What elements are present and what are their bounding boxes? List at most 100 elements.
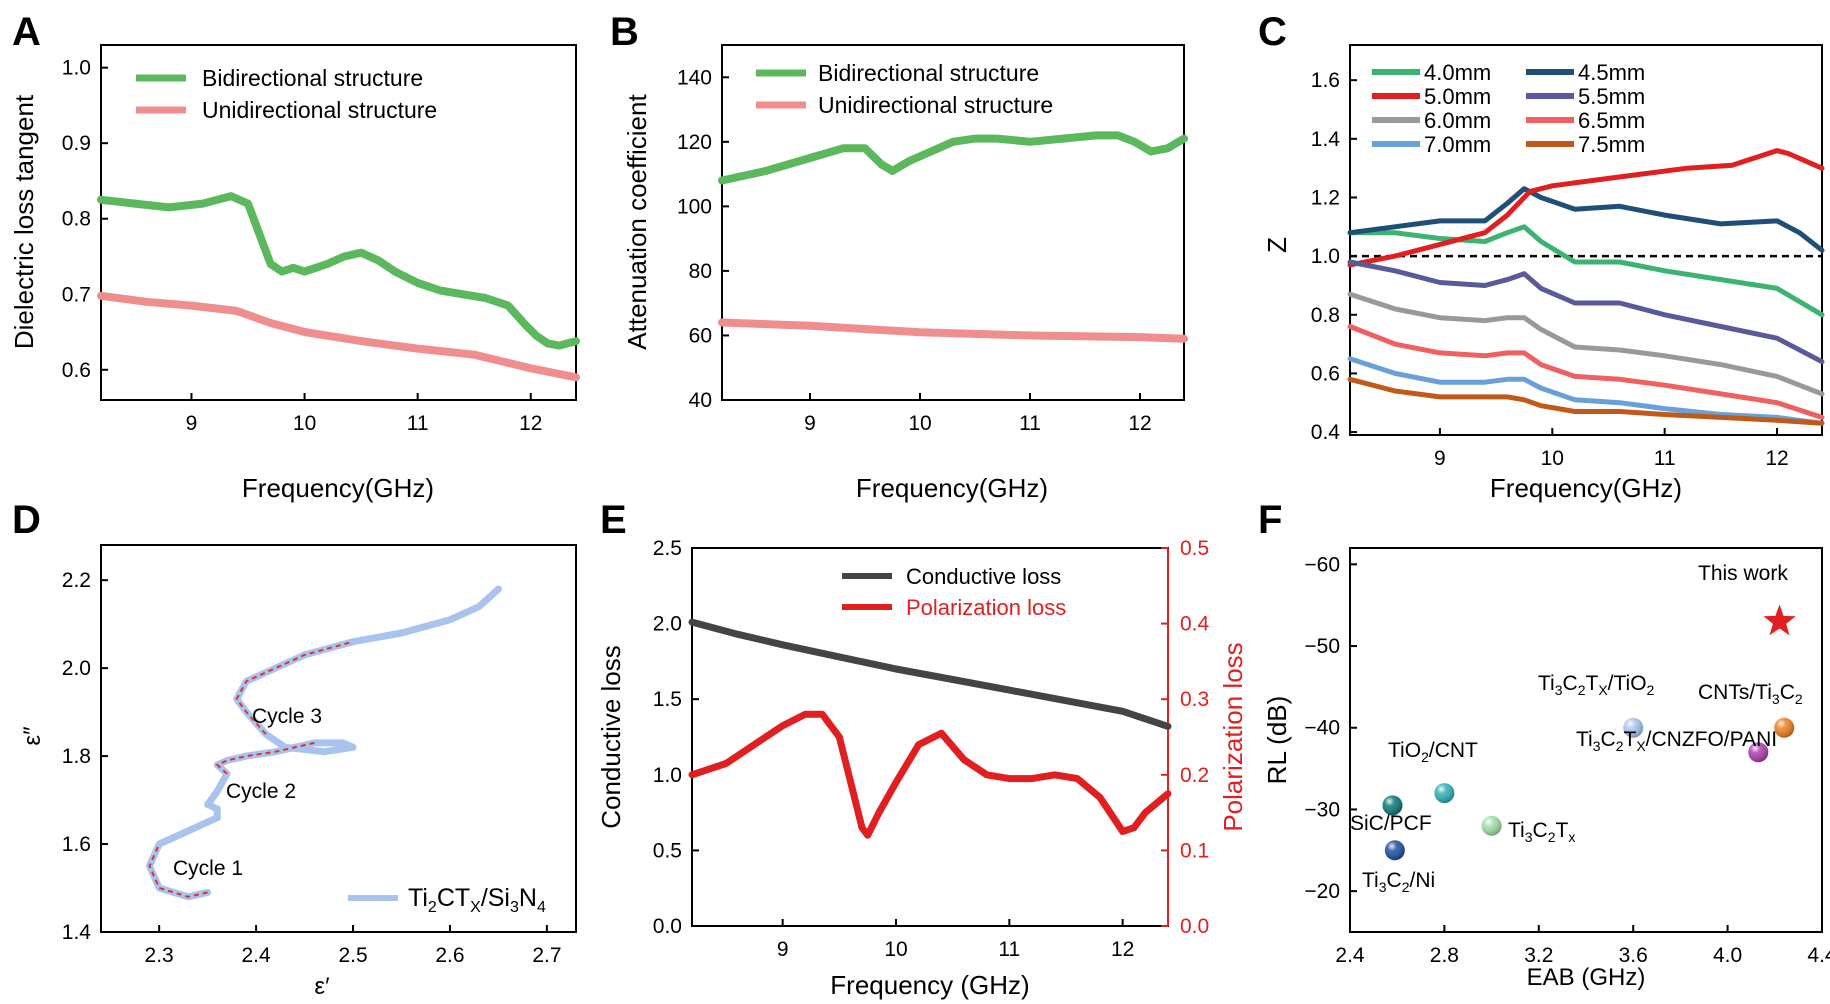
y-tick-label-a-4: 1.0 — [62, 57, 91, 80]
plot-frame-d — [100, 544, 577, 933]
legend-label-7-5mm: 7.5mm — [1578, 132, 1645, 157]
series-line-a-unidirectional-structure — [97, 291, 580, 382]
x-axis-label-d: ε′ — [314, 973, 330, 1000]
x-tick-label-e-0: 9 — [777, 938, 789, 961]
cycle-3-label: Cycle 3 — [252, 705, 322, 728]
point-label-ti3c2-ni: Ti3C2/Ni — [1362, 869, 1435, 895]
series-line-e-conductive-loss — [688, 618, 1172, 730]
panel-f: 2.4 2.8 3.2 3.6 4.0 4.4 −60 −50 −40 −30 −20 EAB (G… — [1262, 547, 1830, 991]
plot-frame-b — [721, 44, 1185, 401]
legend-ti2ctx-sub-3: 3 — [510, 899, 519, 916]
y-tick-label-c-2: 0.8 — [1311, 304, 1340, 327]
y-tick-label-b-3: 100 — [677, 195, 712, 218]
lbl-f2: 3 — [1379, 879, 1387, 895]
x-axis-label-a: Frequency(GHz) — [242, 473, 434, 503]
legend-ti2ctx-part-c: /Si — [481, 884, 510, 912]
legend-ti2ctx-part-a: Ti — [408, 884, 428, 912]
lbl-c4: 2 — [1616, 738, 1624, 754]
marks-f: 2.4 2.8 3.2 3.6 4.0 4.4 −60 −50 −40 −30 −20 — [1304, 553, 1830, 967]
lbl-a2: 3 — [1555, 682, 1563, 698]
x-tick-label-d-3: 2.6 — [435, 944, 464, 967]
x-tick-label-a-2: 11 — [407, 412, 429, 435]
x-tick-label-d-4: 2.7 — [532, 944, 561, 967]
x-tick-label-d-2: 2.5 — [338, 944, 367, 967]
x-tick-label-a-1: 10 — [293, 412, 316, 435]
y2-tick-label-e-4: 0.4 — [1180, 613, 1210, 636]
marker-star-this-work — [1763, 604, 1796, 636]
panel-letter-f: F — [1258, 498, 1282, 542]
lbl-d2: 2 — [1421, 749, 1429, 765]
series-line-e-polarization-loss — [688, 710, 1172, 839]
marks-c: 9 10 11 12 0.4 0.6 0.8 1.0 1.2 1.4 1.6 — [1311, 69, 1825, 470]
y-tick-label-a-2: 0.8 — [62, 208, 91, 231]
y-tick-label-c-1: 0.6 — [1311, 362, 1340, 385]
series-line-a-bidirectional-structure — [97, 192, 580, 350]
marks-b: 9 10 11 12 40 60 80 100 120 140 — [677, 66, 1188, 435]
lbl-e3: C — [1533, 819, 1548, 842]
x-tick-label-f-3: 3.6 — [1619, 944, 1648, 967]
panel-d: 2.3 2.4 2.5 2.6 2.7 1.4 1.6 1.8 2.0 2.2 ε′ ε″ Cyc… — [19, 544, 577, 1000]
y-tick-label-c-5: 1.4 — [1311, 128, 1341, 151]
x-tick-label-a-0: 9 — [186, 412, 198, 435]
x-tick-label-b-1: 10 — [908, 412, 931, 435]
x-axis-label-c: Frequency(GHz) — [1490, 473, 1682, 503]
legend-label-polarization: Polarization loss — [906, 595, 1066, 620]
legend-ti2ctx-part-b: CT — [437, 884, 470, 912]
x-tick-label-f-2: 3.2 — [1524, 944, 1553, 967]
plot-frame-c — [1349, 44, 1823, 436]
y-tick-label-f-1: −50 — [1304, 635, 1340, 658]
lbl-a1: Ti — [1538, 672, 1555, 695]
panel-letter-e: E — [600, 498, 627, 542]
y-tick-label-a-0: 0.6 — [62, 359, 91, 382]
y-tick-label-d-3: 2.0 — [62, 657, 91, 680]
series-line-b-unidirectional-structure — [718, 318, 1188, 343]
lbl-c1: Ti — [1576, 728, 1593, 751]
point-label-this-work: This work — [1698, 562, 1788, 585]
marker-sphere-shade-sic-pcf — [1382, 795, 1403, 816]
y-tick-label-a-3: 0.9 — [62, 132, 91, 155]
y-tick-label-d-1: 1.6 — [62, 833, 91, 856]
legend-label-unidirectional-a: Unidirectional structure — [202, 97, 437, 123]
lbl-e5: T — [1555, 819, 1568, 842]
x-axis-label-e: Frequency (GHz) — [830, 970, 1029, 1000]
point-label-sic-pcf: SiC/PCF — [1350, 812, 1432, 835]
x-tick-label-f-1: 2.8 — [1430, 944, 1459, 967]
panel-a: 9 10 11 12 0.6 0.7 0.8 0.9 1.0 Frequency(GHz) Di… — [9, 44, 580, 503]
y-tick-label-d-2: 1.8 — [62, 745, 91, 768]
y-tick-label-b-2: 80 — [689, 260, 712, 283]
lbl-f1: Ti — [1362, 869, 1379, 892]
y-axis-label-c: Z — [1262, 237, 1292, 253]
lbl-a8: 2 — [1647, 682, 1655, 698]
lbl-c3: C — [1601, 728, 1616, 751]
series-line-c-4-5mm — [1347, 186, 1825, 253]
series-line-c-5-0mm — [1347, 148, 1825, 268]
y-tick-label-b-1: 60 — [689, 324, 712, 347]
lbl-a7: /TiO — [1608, 672, 1647, 695]
legend-ti2ctx-sub-2: X — [470, 899, 481, 916]
lbl-c2: 3 — [1593, 738, 1601, 754]
lbl-a3: C — [1563, 672, 1578, 695]
series-line-c-6-0mm — [1347, 291, 1825, 397]
lbl-e6: x — [1568, 829, 1575, 845]
lbl-a5: T — [1585, 672, 1598, 695]
x-axis-label-b: Frequency(GHz) — [856, 473, 1048, 503]
semicircle-fit-1 — [148, 843, 208, 898]
y-tick-label-b-5: 140 — [677, 66, 712, 89]
x-tick-label-e-3: 12 — [1111, 938, 1134, 961]
series-line-c-7-0mm — [1347, 356, 1825, 426]
marker-sphere-shade-ti3c2-ni — [1384, 840, 1405, 861]
y2-tick-label-e-0: 0.0 — [1180, 915, 1209, 938]
y-axis-label-f: RL (dB) — [1262, 696, 1292, 785]
y-tick-label-b-4: 120 — [677, 131, 712, 154]
panel-letter-a: A — [12, 10, 41, 54]
lbl-e4: 2 — [1548, 829, 1556, 845]
y-tick-label-c-6: 1.6 — [1311, 69, 1340, 92]
lbl-c7: /CNZFO/PANI — [1646, 728, 1777, 751]
panel-letter-b: B — [610, 10, 639, 54]
y-tick-label-d-4: 2.2 — [62, 569, 91, 592]
lbl-b3: C — [1780, 681, 1795, 704]
y-tick-label-c-0: 0.4 — [1311, 421, 1341, 444]
y-axis-label-e: Conductive loss — [596, 645, 626, 829]
y2-tick-label-e-1: 0.1 — [1180, 839, 1209, 862]
plot-frame-a — [100, 44, 577, 401]
